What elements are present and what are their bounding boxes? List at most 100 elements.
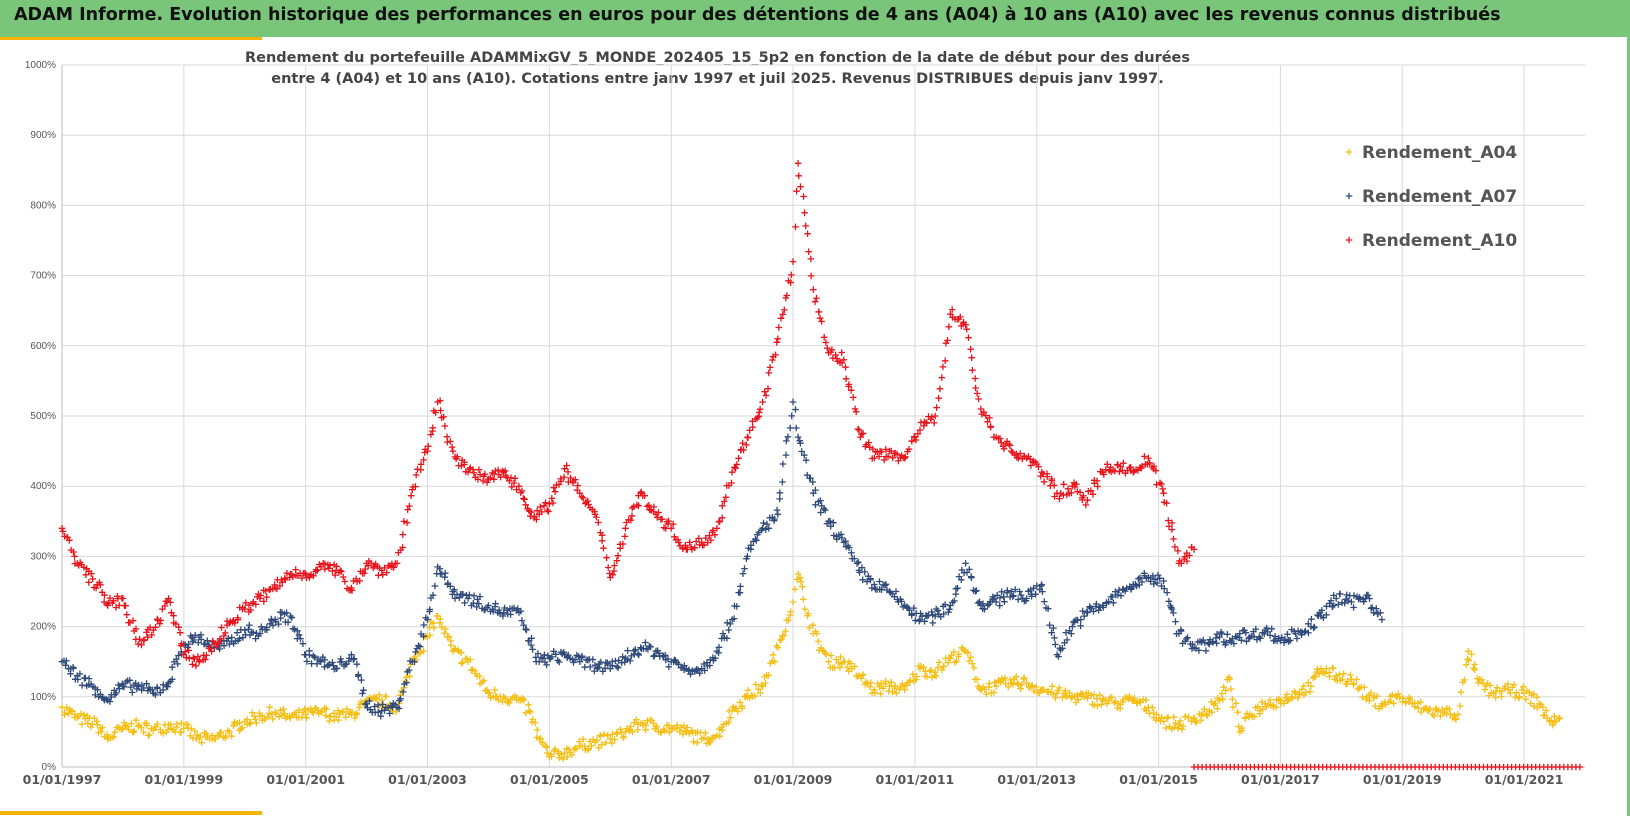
data-point: [257, 592, 264, 599]
data-point: [1294, 691, 1302, 698]
data-point: [198, 739, 205, 746]
data-point: [382, 693, 390, 700]
data-point: [744, 553, 751, 560]
data-point: [437, 407, 444, 414]
data-point: [202, 730, 210, 737]
data-point: [740, 446, 747, 454]
data-point: [1043, 473, 1051, 480]
data-point: [1062, 687, 1069, 695]
data-point: [1014, 680, 1021, 687]
x-tick-label: 01/01/1997: [23, 772, 102, 787]
data-point: [851, 405, 859, 413]
data-point: [225, 635, 232, 642]
data-point: [813, 630, 821, 637]
data-point: [1181, 553, 1189, 560]
data-point: [1222, 687, 1230, 694]
data-point: [1367, 689, 1375, 697]
data-point: [406, 502, 413, 510]
data-point: [525, 701, 532, 709]
data-point: [968, 574, 975, 581]
data-point: [871, 689, 879, 696]
data-point: [619, 653, 626, 661]
data-point: [1150, 462, 1158, 470]
data-point: [1000, 593, 1007, 601]
data-point: [972, 384, 979, 392]
data-point: [787, 608, 794, 615]
y-tick-label: 100%: [30, 692, 56, 703]
data-point: [1032, 683, 1040, 691]
data-point: [621, 533, 629, 540]
data-point: [1126, 692, 1133, 700]
data-point: [424, 442, 432, 450]
data-point: [204, 637, 211, 644]
data-point: [82, 674, 89, 682]
data-point: [237, 725, 245, 733]
data-point: [266, 704, 274, 711]
data-point: [99, 724, 106, 731]
data-point: [1430, 712, 1438, 720]
data-point: [682, 542, 689, 549]
data-point: [782, 451, 790, 459]
data-point: [350, 655, 358, 662]
data-point: [558, 751, 565, 758]
data-point: [1426, 705, 1434, 713]
data-point: [1518, 686, 1526, 694]
data-point: [277, 614, 284, 622]
data-point: [832, 351, 839, 359]
data-point: [71, 711, 79, 718]
data-point: [877, 690, 884, 698]
data-point: [337, 567, 344, 574]
data-point: [1330, 602, 1338, 609]
data-point: [1168, 526, 1176, 533]
data-point: [981, 686, 988, 693]
data-point: [420, 621, 428, 629]
data-point: [762, 679, 769, 687]
data-point: [1154, 571, 1162, 579]
data-point: [715, 649, 722, 657]
data-point: [804, 230, 811, 238]
data-point: [675, 539, 683, 546]
data-point: [843, 663, 851, 671]
data-point: [725, 626, 732, 634]
data-point: [1329, 664, 1337, 672]
data-point: [262, 587, 270, 595]
data-point: [882, 581, 890, 588]
data-point: [1055, 653, 1062, 660]
data-point: [564, 468, 572, 476]
data-point: [275, 713, 283, 720]
data-point: [521, 496, 528, 503]
data-point: [1507, 689, 1514, 697]
data-point: [986, 680, 993, 687]
data-point: [1219, 696, 1227, 703]
data-point: [308, 708, 316, 716]
data-point: [917, 662, 924, 670]
data-point: [140, 636, 148, 644]
data-point: [74, 676, 82, 683]
data-point: [1238, 637, 1245, 644]
data-point: [957, 313, 964, 321]
data-point: [984, 602, 991, 609]
data-point: [314, 567, 321, 574]
data-point: [967, 345, 974, 353]
data-point: [1254, 703, 1262, 710]
data-point: [470, 469, 478, 477]
data-point: [163, 598, 171, 605]
data-point: [1071, 618, 1078, 625]
data-point: [667, 525, 675, 532]
data-point: [533, 516, 540, 523]
data-point: [822, 651, 830, 658]
data-point: [371, 703, 378, 710]
data-point: [802, 456, 810, 464]
data-point: [929, 619, 937, 627]
data-point: [589, 656, 597, 663]
data-point: [1236, 630, 1244, 637]
data-point: [884, 453, 892, 460]
data-point: [1216, 697, 1223, 704]
data-point: [342, 714, 349, 721]
data-point: [1016, 588, 1023, 595]
data-point: [1040, 478, 1048, 486]
data-point: [157, 617, 165, 624]
data-point: [736, 589, 744, 597]
data-point: [1175, 721, 1183, 729]
data-point: [1395, 690, 1402, 698]
